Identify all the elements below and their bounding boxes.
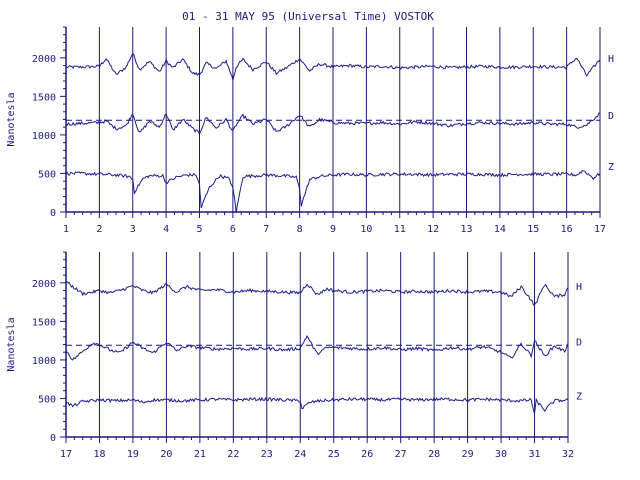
x-tick-label: 5 <box>196 224 202 235</box>
x-tick-label: 20 <box>160 449 172 460</box>
y-tick-label: 1000 <box>32 356 56 367</box>
series-h-label: H <box>576 282 582 293</box>
x-tick-label: 4 <box>163 224 169 235</box>
y-tick-label: 1000 <box>32 131 56 142</box>
y-tick-label: 0 <box>50 433 56 444</box>
y-tick-label: 0 <box>50 208 56 219</box>
x-tick-label: 6 <box>230 224 236 235</box>
y-tick-label: 1500 <box>32 317 56 328</box>
x-tick-label: 9 <box>330 224 336 235</box>
y-tick-label: 2000 <box>32 54 56 65</box>
series-z-line <box>65 396 569 414</box>
x-tick-label: 23 <box>261 449 273 460</box>
x-tick-label: 3 <box>130 224 136 235</box>
x-tick-label: 8 <box>297 224 303 235</box>
series-z-line <box>65 170 601 214</box>
x-tick-label: 22 <box>227 449 239 460</box>
x-tick-label: 30 <box>495 449 507 460</box>
series-d-line <box>65 335 569 361</box>
series-h-line <box>65 52 601 82</box>
y-axis-label: Nanotesla <box>6 317 17 371</box>
x-tick-label: 31 <box>529 449 541 460</box>
x-tick-label: 16 <box>561 224 573 235</box>
x-tick-label: 32 <box>562 449 574 460</box>
x-tick-label: 7 <box>263 224 269 235</box>
y-tick-label: 2000 <box>32 279 56 290</box>
series-h-label: H <box>608 54 614 65</box>
x-tick-label: 18 <box>93 449 105 460</box>
x-tick-label: 25 <box>328 449 340 460</box>
series-h-line <box>65 281 569 306</box>
x-tick-label: 19 <box>127 449 139 460</box>
x-tick-label: 28 <box>428 449 440 460</box>
series-z-label: Z <box>576 391 582 402</box>
series-d-label: D <box>576 337 582 348</box>
x-tick-label: 17 <box>594 224 606 235</box>
x-tick-label: 24 <box>294 449 306 460</box>
y-tick-label: 500 <box>38 169 56 180</box>
x-tick-label: 15 <box>527 224 539 235</box>
x-tick-label: 13 <box>460 224 472 235</box>
x-tick-label: 1 <box>63 224 69 235</box>
x-tick-label: 14 <box>494 224 506 235</box>
x-tick-label: 17 <box>60 449 72 460</box>
series-d-label: D <box>608 111 614 122</box>
y-axis-label: Nanotesla <box>6 92 17 146</box>
y-tick-label: 1500 <box>32 92 56 103</box>
x-tick-label: 29 <box>462 449 474 460</box>
series-d-line <box>65 112 601 136</box>
x-tick-label: 21 <box>194 449 206 460</box>
x-tick-label: 2 <box>96 224 102 235</box>
panel-bottom: 0 500 1000 1500 2000 17 18 19 20 21 22 23 24 25 26 27 28… <box>6 251 582 460</box>
x-tick-label: 10 <box>360 224 372 235</box>
series-z-label: Z <box>608 162 614 173</box>
x-tick-label: 11 <box>394 224 406 235</box>
x-tick-label: 27 <box>395 449 407 460</box>
y-tick-label: 500 <box>38 394 56 405</box>
chart-title: 01 - 31 MAY 95 (Universal Time) VOSTOK <box>182 10 434 23</box>
x-tick-label: 12 <box>427 224 439 235</box>
x-tick-label: 26 <box>361 449 373 460</box>
